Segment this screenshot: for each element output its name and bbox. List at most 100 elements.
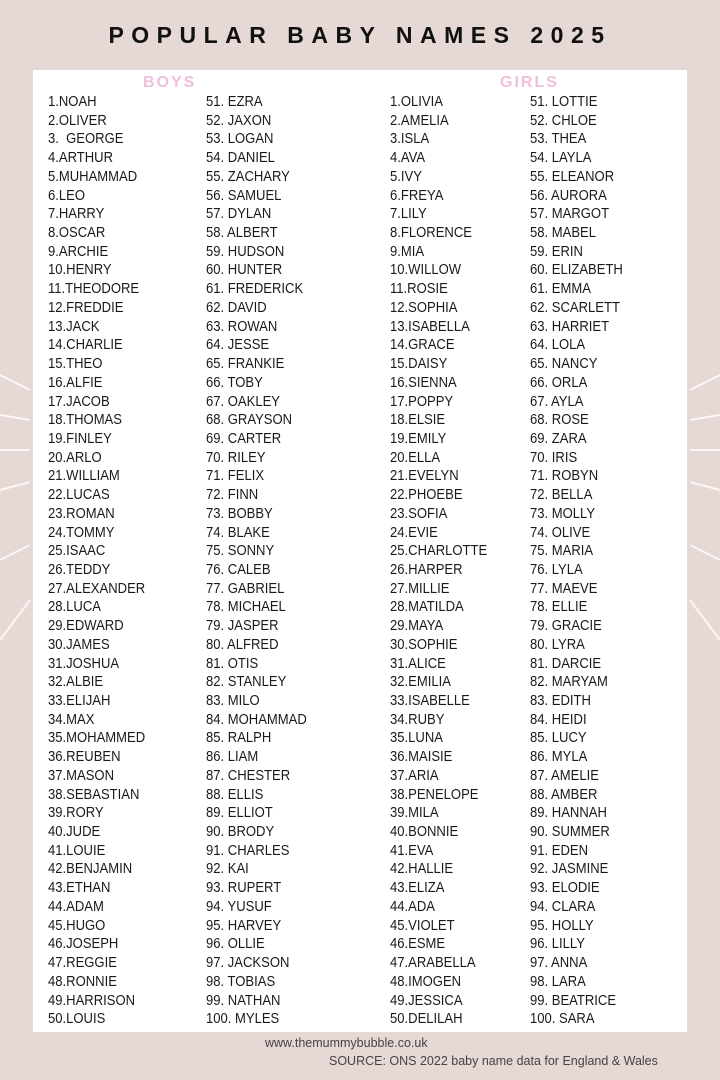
name-list-item: 82. STANLEY [206, 674, 287, 691]
name-list-item: 99. NATHAN [206, 992, 281, 1009]
name-list-item: 98. TOBIAS [206, 973, 276, 990]
name-list-item: 3.ISLA [390, 131, 430, 148]
name-list-item: 85. LUCY [530, 730, 587, 747]
name-list-item: 36.MAISIE [390, 749, 453, 766]
name-list-item: 25.ISAAC [48, 543, 106, 560]
name-list-item: 26.HARPER [390, 561, 463, 578]
name-list-item: 30.SOPHIE [390, 636, 458, 653]
name-list-item: 81. DARCIE [530, 655, 602, 672]
name-list-item: 37.MASON [48, 767, 115, 784]
name-list-item: 100. MYLES [206, 1011, 280, 1028]
boys-list-1-50: 1.NOAH 2.OLIVER 3. GEORGE 4.ARTHUR 5.MUHAMMA… [48, 93, 156, 1029]
name-list-item: 72. FINN [206, 487, 259, 504]
name-list-item: 66. TOBY [206, 374, 263, 391]
name-list-item: 39.MILA [390, 805, 439, 822]
name-list-item: 46.ESME [390, 936, 446, 953]
name-list-item: 12.FREDDIE [48, 299, 124, 316]
name-list-item: 43.ELIZA [390, 880, 445, 897]
name-list-item: 66. ORLA [530, 374, 588, 391]
name-list-item: 92. JASMINE [530, 861, 609, 878]
name-list-item: 76. CALEB [206, 561, 271, 578]
name-list-item: 91. CHARLES [206, 842, 290, 859]
name-list-item: 23.SOFIA [390, 505, 448, 522]
name-list-item: 38.SEBASTIAN [48, 786, 140, 803]
name-list-item: 8.OSCAR [48, 225, 106, 242]
name-list-item: 17.JACOB [48, 393, 110, 410]
name-list-item: 62. DAVID [206, 299, 267, 316]
name-list-item: 38.PENELOPE [390, 786, 479, 803]
name-list-item: 48.RONNIE [48, 973, 117, 990]
name-list-item: 60. HUNTER [206, 262, 283, 279]
name-list-item: 53. THEA [530, 131, 587, 148]
name-list-item: 21.EVELYN [390, 468, 459, 485]
name-list-item: 3. GEORGE [48, 131, 124, 148]
name-list-item: 11.ROSIE [390, 281, 448, 298]
name-list-item: 74. OLIVE [530, 524, 591, 541]
name-list-item: 14.GRACE [390, 337, 455, 354]
name-list-item: 96. LILLY [530, 936, 585, 953]
name-list-item: 15.THEO [48, 356, 103, 373]
website-link[interactable]: www.themummybubble.co.uk [265, 1036, 428, 1050]
name-list-item: 99. BEATRICE [530, 992, 617, 1009]
name-list-item: 32.EMILIA [390, 674, 451, 691]
name-list-item: 71. FELIX [206, 468, 265, 485]
name-list-item: 36.REUBEN [48, 749, 121, 766]
name-list-item: 22.PHOEBE [390, 487, 463, 504]
name-list-item: 78. ELLIE [530, 599, 588, 616]
name-list-item: 56. AURORA [530, 187, 607, 204]
name-list-item: 27.MILLIE [390, 580, 450, 597]
name-list-item: 97. ANNA [530, 955, 588, 972]
name-list-item: 100. SARA [530, 1011, 595, 1028]
name-list-item: 16.ALFIE [48, 374, 103, 391]
name-list-item: 5.MUHAMMAD [48, 168, 138, 185]
name-list-item: 40.BONNIE [390, 824, 459, 841]
name-list-item: 23.ROMAN [48, 505, 115, 522]
name-list-item: 79. GRACIE [530, 618, 602, 635]
name-list-item: 71. ROBYN [530, 468, 599, 485]
name-list-item: 28.MATILDA [390, 599, 464, 616]
name-list-item: 6.FREYA [390, 187, 444, 204]
name-list-item: 25.CHARLOTTE [390, 543, 488, 560]
name-list-item: 18.ELSIE [390, 412, 446, 429]
name-list-item: 54. LAYLA [530, 150, 592, 167]
name-list-item: 47.ARABELLA [390, 955, 476, 972]
name-list-item: 57. MARGOT [530, 206, 610, 223]
girls-list-1-50: 1.OLIVIA 2.AMELIA 3.ISLA 4.AVA 5.IVY 6.FREYA 7… [390, 93, 498, 1029]
name-list-item: 4.ARTHUR [48, 150, 114, 167]
name-list-item: 49.HARRISON [48, 992, 136, 1009]
name-list-item: 88. ELLIS [206, 786, 264, 803]
name-list-item: 15.DAISY [390, 356, 448, 373]
name-list-item: 13.ISABELLA [390, 318, 470, 335]
name-list-item: 32.ALBIE [48, 674, 104, 691]
name-list-item: 31.ALICE [390, 655, 446, 672]
name-list-item: 43.ETHAN [48, 880, 111, 897]
name-list-item: 83. MILO [206, 693, 260, 709]
boys-list-51-100: 51. EZRA 52. JAXON 53. LOGAN 54. DANIEL 55. … [206, 93, 318, 1029]
name-list-item: 64. JESSE [206, 337, 270, 354]
name-list-item: 78. MICHAEL [206, 599, 286, 616]
name-list-item: 82. MARYAM [530, 674, 608, 691]
name-list-item: 87. AMELIE [530, 767, 599, 784]
name-list-item: 69. ZARA [530, 430, 587, 447]
name-list-item: 63. ROWAN [206, 318, 278, 335]
name-list-item: 6.LEO [48, 187, 85, 204]
name-list-item: 54. DANIEL [206, 150, 275, 167]
name-list-item: 61. FREDERICK [206, 281, 304, 298]
name-list-item: 85. RALPH [206, 730, 272, 747]
name-list-item: 80. ALFRED [206, 636, 279, 653]
name-list-item: 93. ELODIE [530, 880, 600, 897]
name-list-item: 16.SIENNA [390, 374, 457, 391]
girls-heading: GIRLS [500, 74, 559, 91]
name-list-item: 69. CARTER [206, 430, 282, 447]
name-list-item: 34.RUBY [390, 711, 445, 728]
name-list-item: 26.TEDDY [48, 561, 111, 578]
name-list-item: 12.SOPHIA [390, 299, 458, 316]
name-list-item: 21.WILLIAM [48, 468, 120, 485]
name-list-item: 70. RILEY [206, 449, 266, 466]
name-list-item: 90. BRODY [206, 824, 275, 841]
name-list-item: 77. MAEVE [530, 580, 598, 597]
name-list-item: 51. EZRA [206, 94, 263, 110]
name-list-item: 1.NOAH [48, 94, 97, 110]
name-list-item: 9.ARCHIE [48, 243, 109, 260]
